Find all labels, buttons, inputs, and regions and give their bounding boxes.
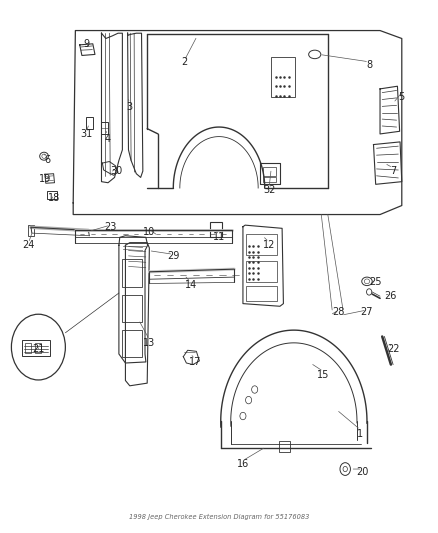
Text: 9: 9 — [83, 39, 89, 49]
Text: 32: 32 — [263, 184, 275, 195]
Text: 1998 Jeep Cherokee Extension Diagram for 55176083: 1998 Jeep Cherokee Extension Diagram for… — [129, 514, 309, 520]
Text: 6: 6 — [44, 156, 50, 165]
Text: 14: 14 — [184, 280, 197, 290]
Text: 15: 15 — [317, 370, 330, 380]
Text: 11: 11 — [213, 232, 225, 243]
Text: 29: 29 — [167, 251, 180, 261]
Text: 30: 30 — [111, 166, 123, 176]
Text: 22: 22 — [387, 344, 399, 354]
Text: 25: 25 — [369, 277, 382, 287]
Text: 2: 2 — [181, 58, 187, 67]
Text: 10: 10 — [143, 227, 155, 237]
Text: 4: 4 — [105, 134, 111, 144]
Text: 18: 18 — [47, 192, 60, 203]
Text: 13: 13 — [143, 338, 155, 349]
Text: 8: 8 — [366, 60, 372, 70]
Text: 24: 24 — [22, 240, 35, 251]
Text: 16: 16 — [237, 459, 249, 469]
Text: 7: 7 — [390, 166, 396, 176]
Text: 19: 19 — [39, 174, 51, 184]
Text: 31: 31 — [80, 129, 92, 139]
Text: 23: 23 — [104, 222, 117, 232]
Text: 3: 3 — [127, 102, 133, 112]
Text: 21: 21 — [32, 344, 45, 354]
Text: 20: 20 — [357, 467, 369, 477]
Text: 12: 12 — [263, 240, 275, 251]
Text: 5: 5 — [399, 92, 405, 102]
Text: 1: 1 — [357, 429, 364, 439]
Text: 26: 26 — [385, 290, 397, 301]
Text: 28: 28 — [332, 306, 345, 317]
Text: 27: 27 — [361, 306, 373, 317]
Text: 17: 17 — [189, 357, 201, 367]
